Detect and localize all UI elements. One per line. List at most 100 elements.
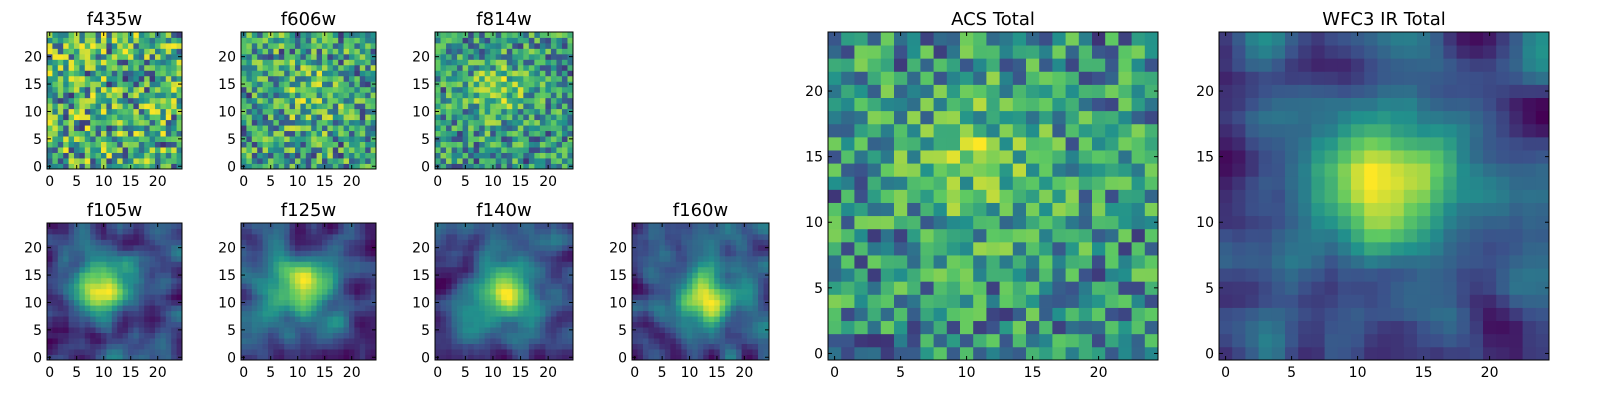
- heatmap-cell: [659, 288, 666, 295]
- heatmap-cell: [506, 338, 513, 344]
- heatmap-cell: [550, 277, 557, 284]
- heatmap-cell: [322, 310, 328, 317]
- heatmap-cell: [63, 343, 69, 350]
- heatmap-cell: [365, 283, 371, 290]
- heatmap-cell: [457, 59, 463, 66]
- heatmap-cell: [332, 288, 339, 295]
- heatmap-cell: [534, 59, 541, 66]
- heatmap-cell: [457, 255, 463, 262]
- heatmap-cell: [479, 299, 486, 306]
- heatmap-cell: [854, 346, 868, 361]
- heatmap-cell: [550, 37, 557, 44]
- heatmap-cell: [736, 250, 742, 257]
- heatmap-cell: [165, 223, 172, 229]
- heatmap-cell: [512, 130, 519, 137]
- heatmap-cell: [305, 42, 312, 49]
- heatmap-cell: [311, 81, 317, 88]
- heatmap-cell: [95, 272, 102, 279]
- heatmap-cell: [84, 147, 91, 153]
- heatmap-cell: [451, 158, 458, 164]
- heatmap-cell: [714, 305, 721, 312]
- heatmap-cell: [106, 354, 113, 361]
- heatmap-cell: [539, 354, 546, 361]
- heatmap-cell: [1118, 255, 1132, 269]
- heatmap-cell: [725, 354, 732, 361]
- heatmap-cell: [484, 244, 491, 251]
- y-tick-label: 15: [24, 77, 42, 93]
- heatmap-cell: [349, 233, 355, 240]
- heatmap-cell: [528, 81, 535, 88]
- heatmap-cell: [637, 349, 644, 355]
- heatmap-cell: [920, 163, 934, 177]
- heatmap-cell: [534, 223, 541, 229]
- heatmap-cell: [257, 277, 263, 284]
- heatmap-cell: [338, 48, 344, 55]
- heatmap-cell: [653, 354, 660, 361]
- heatmap-cell: [468, 32, 475, 38]
- heatmap-cell: [316, 64, 323, 71]
- heatmap-cell: [246, 108, 253, 115]
- heatmap-cell: [295, 59, 301, 66]
- heatmap-cell: [539, 288, 546, 295]
- heatmap-cell: [506, 86, 513, 93]
- heatmap-cell: [106, 288, 113, 295]
- heatmap-cell: [642, 283, 649, 290]
- heatmap-cell: [446, 233, 452, 240]
- heatmap-cell: [241, 233, 247, 240]
- heatmap-cell: [1026, 215, 1040, 230]
- heatmap-cell: [637, 343, 644, 350]
- heatmap-cell: [550, 294, 557, 301]
- heatmap-cell: [95, 103, 102, 110]
- heatmap-cell: [920, 150, 934, 164]
- heatmap-cell: [359, 266, 366, 273]
- heatmap-cell: [343, 283, 350, 290]
- heatmap-cell: [106, 136, 113, 142]
- heatmap-cell: [490, 42, 497, 49]
- heatmap-cell: [561, 152, 568, 159]
- heatmap-cell: [490, 272, 497, 279]
- heatmap-cell: [365, 48, 371, 55]
- heatmap-cell: [736, 338, 742, 344]
- heatmap-cell: [907, 189, 921, 203]
- heatmap-cell: [138, 97, 145, 104]
- heatmap-cell: [867, 294, 882, 308]
- heatmap-cell: [697, 294, 704, 301]
- heatmap-cell: [648, 299, 655, 306]
- heatmap-cell: [95, 136, 102, 142]
- heatmap-cell: [468, 108, 475, 115]
- heatmap-cell: [457, 250, 463, 257]
- heatmap-cell: [300, 228, 307, 235]
- heatmap-cell: [758, 272, 764, 279]
- heatmap-cell: [435, 37, 441, 44]
- heatmap-cell: [68, 92, 75, 99]
- heatmap-cell: [561, 288, 568, 295]
- heatmap-cell: [101, 136, 107, 142]
- heatmap-cell: [316, 316, 323, 323]
- heatmap-cell: [534, 97, 541, 104]
- heatmap-cell: [273, 223, 280, 229]
- heatmap-cell: [268, 114, 274, 121]
- heatmap-cell: [370, 70, 377, 77]
- heatmap-cell: [986, 307, 1000, 322]
- heatmap-cell: [144, 316, 150, 323]
- heatmap-cell: [534, 86, 541, 93]
- heatmap-cell: [457, 75, 463, 82]
- heatmap-cell: [495, 48, 502, 55]
- heatmap-cell: [703, 343, 710, 350]
- heatmap-cell: [365, 223, 371, 229]
- heatmap-cell: [545, 92, 552, 99]
- heatmap-cell: [101, 299, 107, 306]
- heatmap-cell: [171, 239, 177, 246]
- heatmap-cell: [648, 294, 655, 301]
- heatmap-cell: [758, 244, 764, 251]
- heatmap-cell: [714, 239, 721, 246]
- heatmap-cell: [176, 261, 183, 268]
- heatmap-cell: [327, 108, 334, 115]
- heatmap-cell: [160, 86, 167, 93]
- heatmap-cell: [528, 130, 535, 137]
- heatmap-cell: [1118, 333, 1132, 348]
- heatmap-cell: [1118, 241, 1132, 256]
- heatmap-cell: [262, 152, 269, 159]
- heatmap-cell: [322, 141, 328, 148]
- heatmap-cell: [545, 114, 552, 121]
